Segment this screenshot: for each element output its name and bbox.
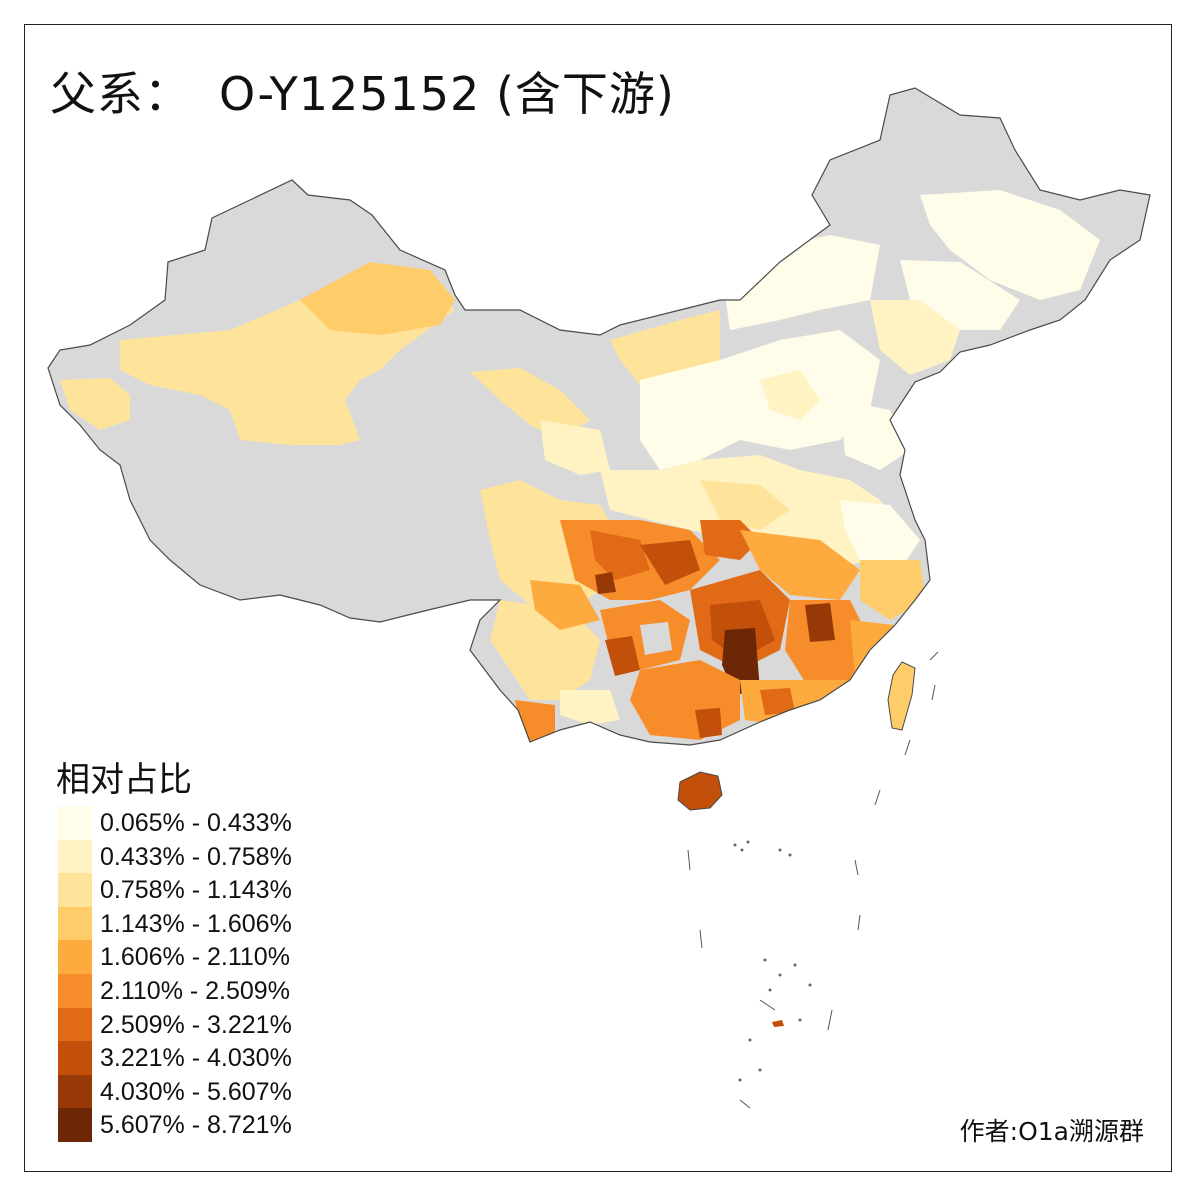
legend-swatch: [58, 1108, 92, 1142]
region-guangxi-south: [695, 708, 722, 738]
region-taiwan: [887, 661, 916, 731]
legend-label: 1.143% - 1.606%: [100, 909, 292, 938]
legend-swatch: [58, 1007, 92, 1042]
region-qinghai-east: [540, 420, 610, 475]
region-north-china: [640, 330, 880, 470]
legend-swatch: [58, 873, 92, 907]
legend-swatch: [58, 973, 92, 1008]
region-hubei-west: [700, 520, 760, 560]
region-chengdu-plain: [590, 530, 650, 580]
legend-swatch: [58, 1041, 92, 1075]
south-china-sea-islands: [687, 651, 939, 1109]
region-xinjiang-west: [60, 378, 130, 430]
legend-label: 0.758% - 1.143%: [100, 876, 292, 905]
region-gansu-hexi: [470, 368, 590, 440]
legend-label: 0.065% - 0.433%: [100, 809, 292, 837]
map-title: 父系： O-Y125152 (含下游): [50, 58, 675, 124]
title-haplogroup: O-Y125152 (含下游): [219, 67, 675, 121]
region-hubei-east: [740, 530, 860, 600]
legend-swatch: [58, 806, 92, 840]
region-henan-south: [700, 480, 790, 530]
legend-label: 2.509% - 3.221%: [100, 1010, 292, 1039]
title-prefix: 父系：: [50, 67, 191, 121]
legend-label: 0.433% - 0.758%: [100, 842, 292, 871]
region-chongqing: [640, 540, 700, 585]
region-hainan: [677, 771, 723, 811]
island-colored: [772, 1020, 784, 1027]
region-jiangxi: [785, 600, 870, 690]
region-northeast-heilongjiang: [920, 190, 1100, 300]
region-hebei-central: [760, 370, 820, 420]
island-dots: [733, 840, 812, 1082]
legend-swatch: [58, 839, 92, 874]
legend-swatch: [58, 940, 92, 974]
region-guizhou-gap: [640, 622, 672, 655]
legend-label: 4.030% - 5.607%: [100, 1077, 292, 1106]
legend-label: 3.221% - 4.030%: [100, 1044, 292, 1073]
region-yunnan-south: [560, 690, 620, 725]
legend-swatch: [58, 1074, 92, 1109]
region-xinjiang-north: [300, 262, 455, 335]
region-zhejiang: [860, 560, 925, 620]
legend-swatch: [58, 906, 92, 941]
region-jiangxi-dark: [805, 603, 835, 642]
region-guangdong-central: [760, 688, 795, 715]
region-sichuan-dark: [595, 572, 616, 594]
region-guangdong: [740, 680, 860, 725]
region-guizhou-west: [605, 636, 640, 676]
region-guangxi: [630, 660, 740, 740]
author-credit: 作者:O1a溯源群: [959, 1117, 1144, 1146]
region-yunnan-north: [530, 580, 600, 630]
legend-label: 2.110% - 2.509%: [100, 976, 290, 1005]
region-liaoning: [870, 300, 960, 375]
region-jiangsu: [840, 500, 920, 570]
legend-label: 1.606% - 2.110%: [100, 943, 290, 972]
region-xishuangbanna: [515, 700, 555, 745]
legend-title: 相对占比: [56, 760, 192, 800]
legend-label: 5.607% - 8.721%: [100, 1111, 292, 1140]
region-inner-mongolia-west: [610, 310, 720, 385]
